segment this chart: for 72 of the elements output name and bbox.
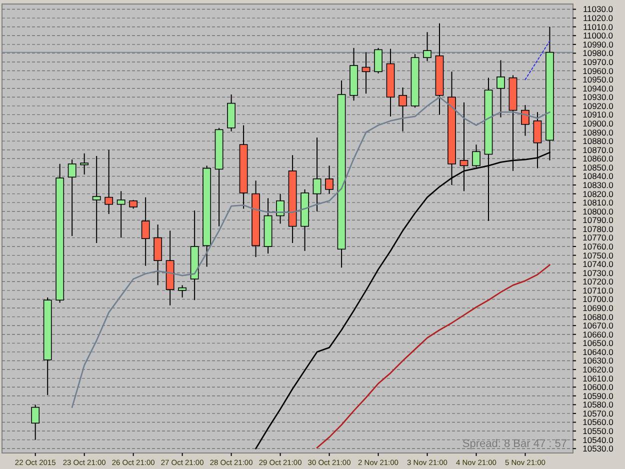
- y-tick-label: 10570.0: [582, 408, 614, 418]
- y-tick-label: 10920.0: [582, 100, 614, 111]
- y-tick-label: 10770.0: [582, 232, 614, 243]
- y-tick-label: 10600.0: [582, 382, 614, 392]
- candlestick: [325, 165, 334, 194]
- y-tick-label: 10950.0: [582, 74, 614, 85]
- candlestick: [312, 137, 322, 212]
- candlestick: [154, 224, 162, 286]
- y-tick-label: 10530.0: [582, 444, 614, 454]
- y-tick-label: 10590.0: [582, 390, 614, 401]
- y-tick-label: 10670.0: [582, 320, 614, 331]
- y-tick-label: 10560.0: [582, 417, 614, 428]
- y-tick-label: 10930.0: [582, 92, 614, 102]
- y-tick-label: 10780.0: [582, 224, 614, 234]
- candlestick: [31, 404, 40, 440]
- y-tick-label: 10940.0: [582, 83, 614, 94]
- y-tick-label: 11030.0: [582, 4, 614, 14]
- candlestick: [423, 32, 432, 62]
- y-tick-label: 10830.0: [582, 180, 614, 190]
- y-tick-label: 10840.0: [582, 171, 614, 182]
- y-tick-label: 10760.0: [582, 241, 614, 252]
- y-tick-label: 10740.0: [582, 259, 614, 270]
- y-tick-label: 10890.0: [582, 127, 614, 138]
- y-tick-label: 10730.0: [582, 268, 614, 278]
- y-tick-label: 10900.0: [582, 118, 614, 128]
- y-tick-label: 10860.0: [582, 154, 614, 164]
- y-tick-label: 10970.0: [582, 56, 614, 67]
- line-series: [316, 264, 550, 448]
- candlestick: [141, 196, 150, 266]
- y-tick-label: 10540.0: [582, 434, 614, 445]
- line-series: [71, 96, 550, 408]
- y-tick-label: 10720.0: [582, 276, 614, 287]
- annotation: Spread: 8 Bar 47 : 57: [462, 438, 567, 450]
- candlestick: [398, 86, 407, 132]
- y-tick-label: 10820.0: [582, 188, 614, 199]
- y-tick-label: 10750.0: [582, 250, 614, 260]
- candlestick: [80, 152, 89, 175]
- y-tick-label: 10650.0: [582, 338, 614, 348]
- y-tick-label: 10960.0: [582, 66, 614, 76]
- y-tick-label: 10980.0: [582, 48, 614, 58]
- y-tick-label: 10850.0: [582, 162, 614, 172]
- y-tick-label: 10640.0: [582, 346, 614, 357]
- y-tick-label: 10580.0: [582, 400, 614, 410]
- y-tick-label: 10690.0: [582, 302, 614, 313]
- candlestick: [178, 284, 187, 298]
- y-tick-label: 10700.0: [582, 294, 614, 304]
- candlestick: [68, 159, 76, 236]
- y-tick-label: 11020.0: [582, 13, 614, 24]
- y-tick-label: 10990.0: [582, 39, 614, 50]
- y-tick-label: 10910.0: [582, 110, 614, 120]
- candlestick: [116, 190, 126, 238]
- y-tick-label: 10790.0: [582, 215, 614, 226]
- y-tick-label: 10620.0: [582, 364, 614, 374]
- y-tick-label: 10630.0: [582, 356, 614, 366]
- y-tick-label: 10660.0: [582, 329, 614, 340]
- candlestick: [374, 47, 382, 74]
- y-tick-label: 10870.0: [582, 144, 614, 155]
- y-tick-label: 10880.0: [582, 136, 614, 146]
- y-tick-label: 10680.0: [582, 312, 614, 322]
- y-tick-label: 11010.0: [582, 22, 614, 32]
- y-tick-label: 10800.0: [582, 206, 614, 216]
- y-tick-label: 11000.0: [582, 30, 614, 41]
- candlestick: [521, 104, 530, 136]
- candlestick: [92, 156, 101, 244]
- candlestick: [362, 52, 370, 94]
- y-tick-label: 10610.0: [582, 373, 614, 384]
- y-tick-label: 10550.0: [582, 426, 614, 436]
- candlestick: [496, 60, 505, 118]
- candlestick: [104, 149, 114, 214]
- y-tick-label: 10810.0: [582, 198, 614, 208]
- y-tick-label: 10710.0: [582, 285, 614, 296]
- candlestick: [276, 193, 284, 224]
